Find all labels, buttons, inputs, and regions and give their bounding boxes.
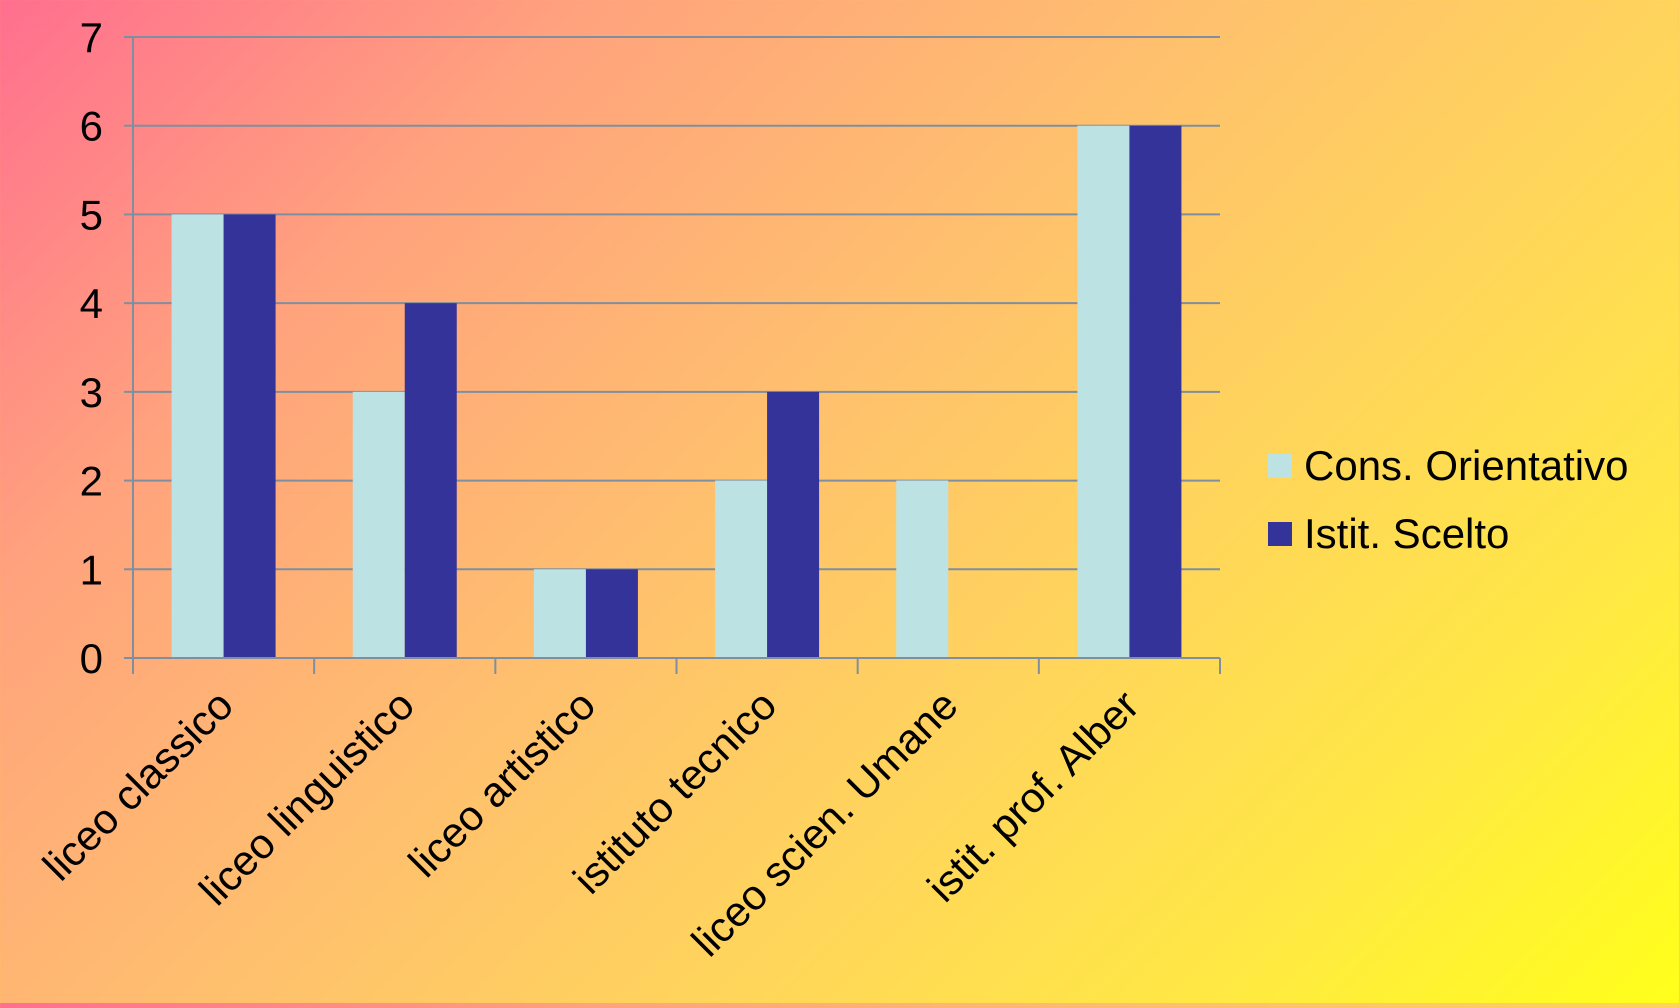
y-tick-label: 2 bbox=[80, 458, 103, 505]
bar-istit-scelto-0 bbox=[223, 214, 276, 658]
legend-label: Istit. Scelto bbox=[1304, 510, 1509, 557]
bar-cons-orientativo-1 bbox=[352, 391, 405, 658]
legend: Cons. Orientativo Istit. Scelto bbox=[1268, 442, 1628, 557]
y-tick-label: 5 bbox=[80, 191, 103, 238]
y-tick-label: 4 bbox=[80, 280, 103, 327]
bar-cons-orientativo-3 bbox=[715, 480, 768, 658]
gridlines bbox=[133, 36, 1220, 571]
bar-cons-orientativo-0 bbox=[171, 214, 224, 658]
bar-istit-scelto-1 bbox=[404, 303, 457, 658]
axes bbox=[124, 36, 1221, 674]
bar-cons-orientativo-2 bbox=[533, 569, 586, 658]
legend-swatch bbox=[1268, 454, 1292, 478]
bar-cons-orientativo-5 bbox=[1077, 125, 1130, 658]
legend-label: Cons. Orientativo bbox=[1304, 442, 1628, 489]
bar-istit-scelto-3 bbox=[767, 391, 820, 658]
bar-istit-scelto-5 bbox=[1129, 125, 1182, 658]
y-tick-label: 3 bbox=[80, 369, 103, 416]
y-tick-label: 0 bbox=[80, 635, 103, 682]
x-tick-label: liceo artistico bbox=[399, 681, 604, 886]
bars bbox=[171, 125, 1182, 658]
y-tick-labels: 0 1 2 3 4 5 6 7 bbox=[80, 14, 103, 682]
x-tick-label: liceo classico bbox=[34, 681, 242, 889]
bar-cons-orientativo-4 bbox=[896, 480, 949, 658]
legend-swatch bbox=[1268, 522, 1292, 546]
y-tick-label: 6 bbox=[80, 103, 103, 150]
y-tick-label: 7 bbox=[80, 14, 103, 61]
y-tick-label: 1 bbox=[80, 546, 103, 593]
bar-istit-scelto-2 bbox=[585, 569, 638, 658]
